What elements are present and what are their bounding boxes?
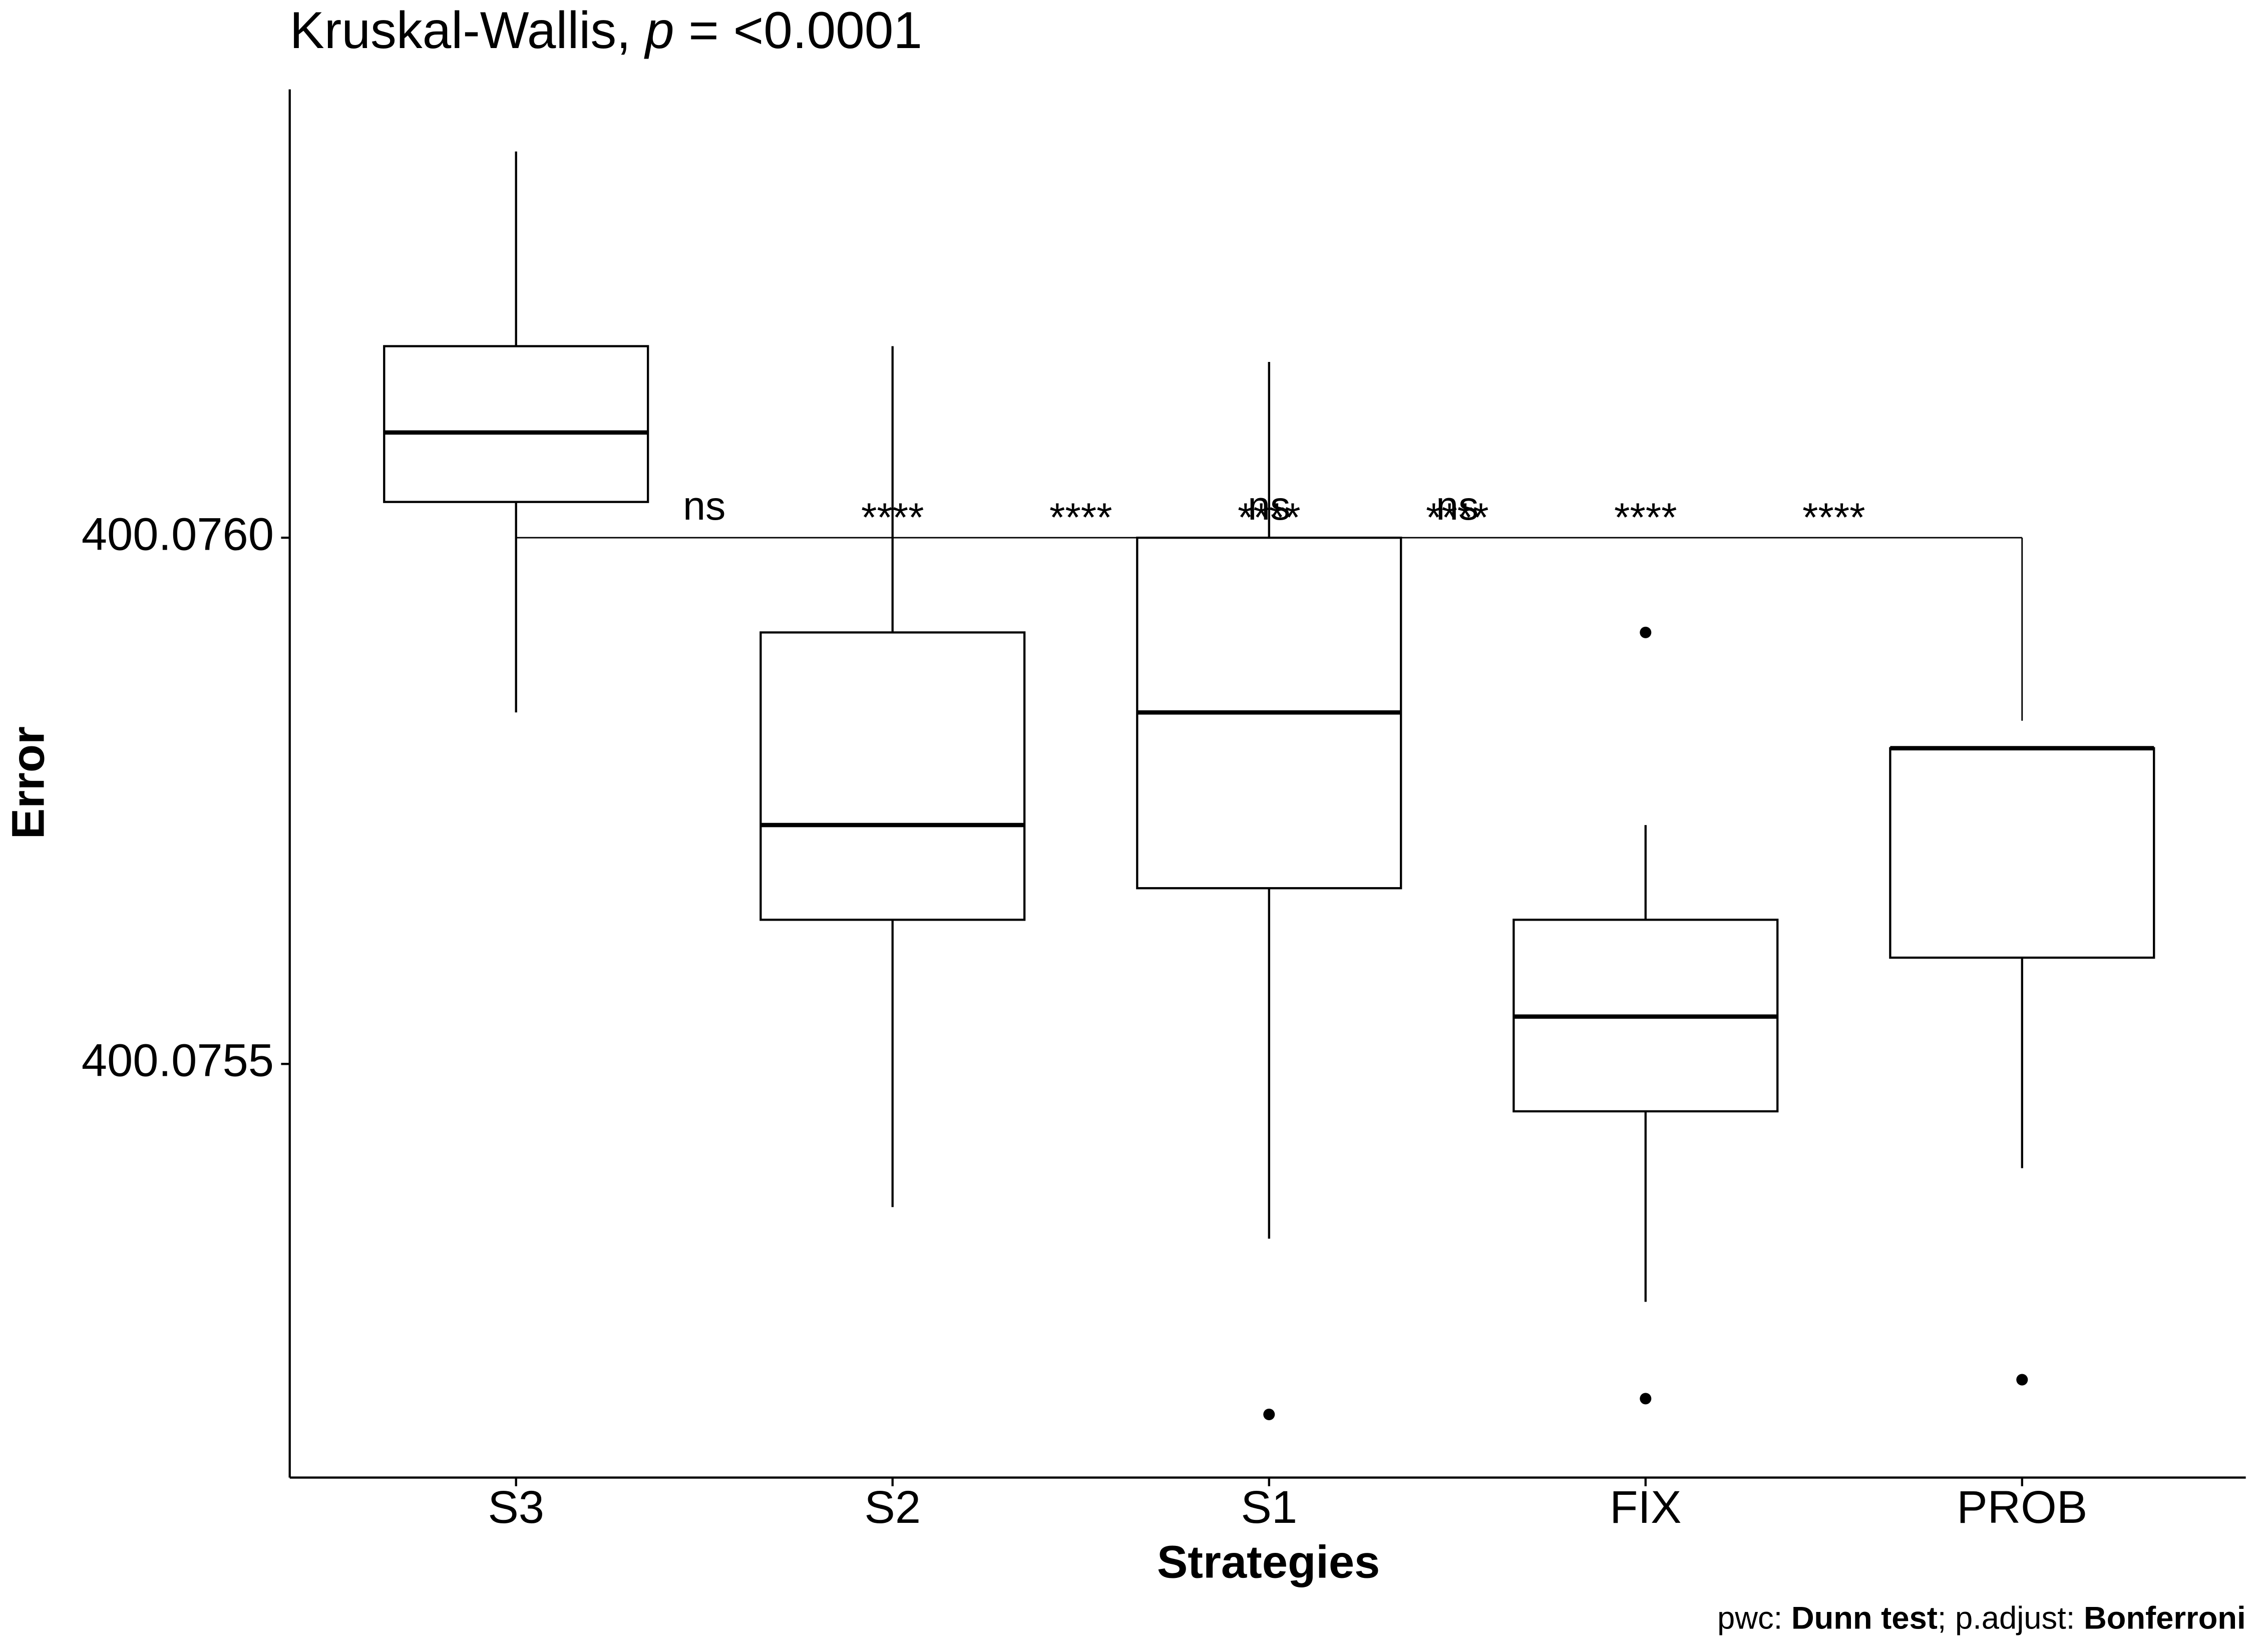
title-part: Kruskal-Wallis, [290,1,645,59]
caption-part: Dunn test [1791,1600,1938,1635]
title-part: = <0.0001 [674,1,922,59]
caption-part: pwc: [1717,1600,1791,1635]
x-tick-label: FIX [1610,1481,1681,1533]
caption-part: ; p.adjust: [1938,1600,2084,1635]
significance-label: **** [1802,495,1865,540]
box [760,631,1026,921]
x-tick-label: PROB [1957,1481,2087,1533]
x-axis-title: Strategies [1157,1536,1380,1588]
significance-label: **** [1238,495,1300,540]
significance-label: **** [1426,495,1488,540]
significance-label: ns [1248,484,1290,529]
caption: pwc: Dunn test; p.adjust: Bonferroni [1717,1600,2246,1635]
chart-title: Kruskal-Wallis, p = <0.0001 [290,1,922,59]
x-tick-label: S3 [488,1481,544,1533]
x-tick-label: S2 [864,1481,921,1533]
box [383,345,649,503]
significance-label: **** [1614,495,1677,540]
significance-label: **** [1049,495,1112,540]
outlier [1263,1408,1275,1420]
y-tick-label: 400.0760 [82,508,274,560]
significance-label: **** [861,495,924,540]
title-part: p [644,1,674,59]
outlier [2016,1374,2028,1386]
y-tick-label: 400.0755 [82,1035,274,1086]
significance-label: ns [683,484,725,529]
caption-part: Bonferroni [2084,1600,2246,1635]
y-axis-title: Error [3,726,54,839]
x-tick-label: S1 [1241,1481,1297,1533]
box [1889,747,2155,959]
outlier [1640,626,1652,638]
significance-label: ns [1436,484,1478,529]
outlier [1640,1393,1652,1405]
